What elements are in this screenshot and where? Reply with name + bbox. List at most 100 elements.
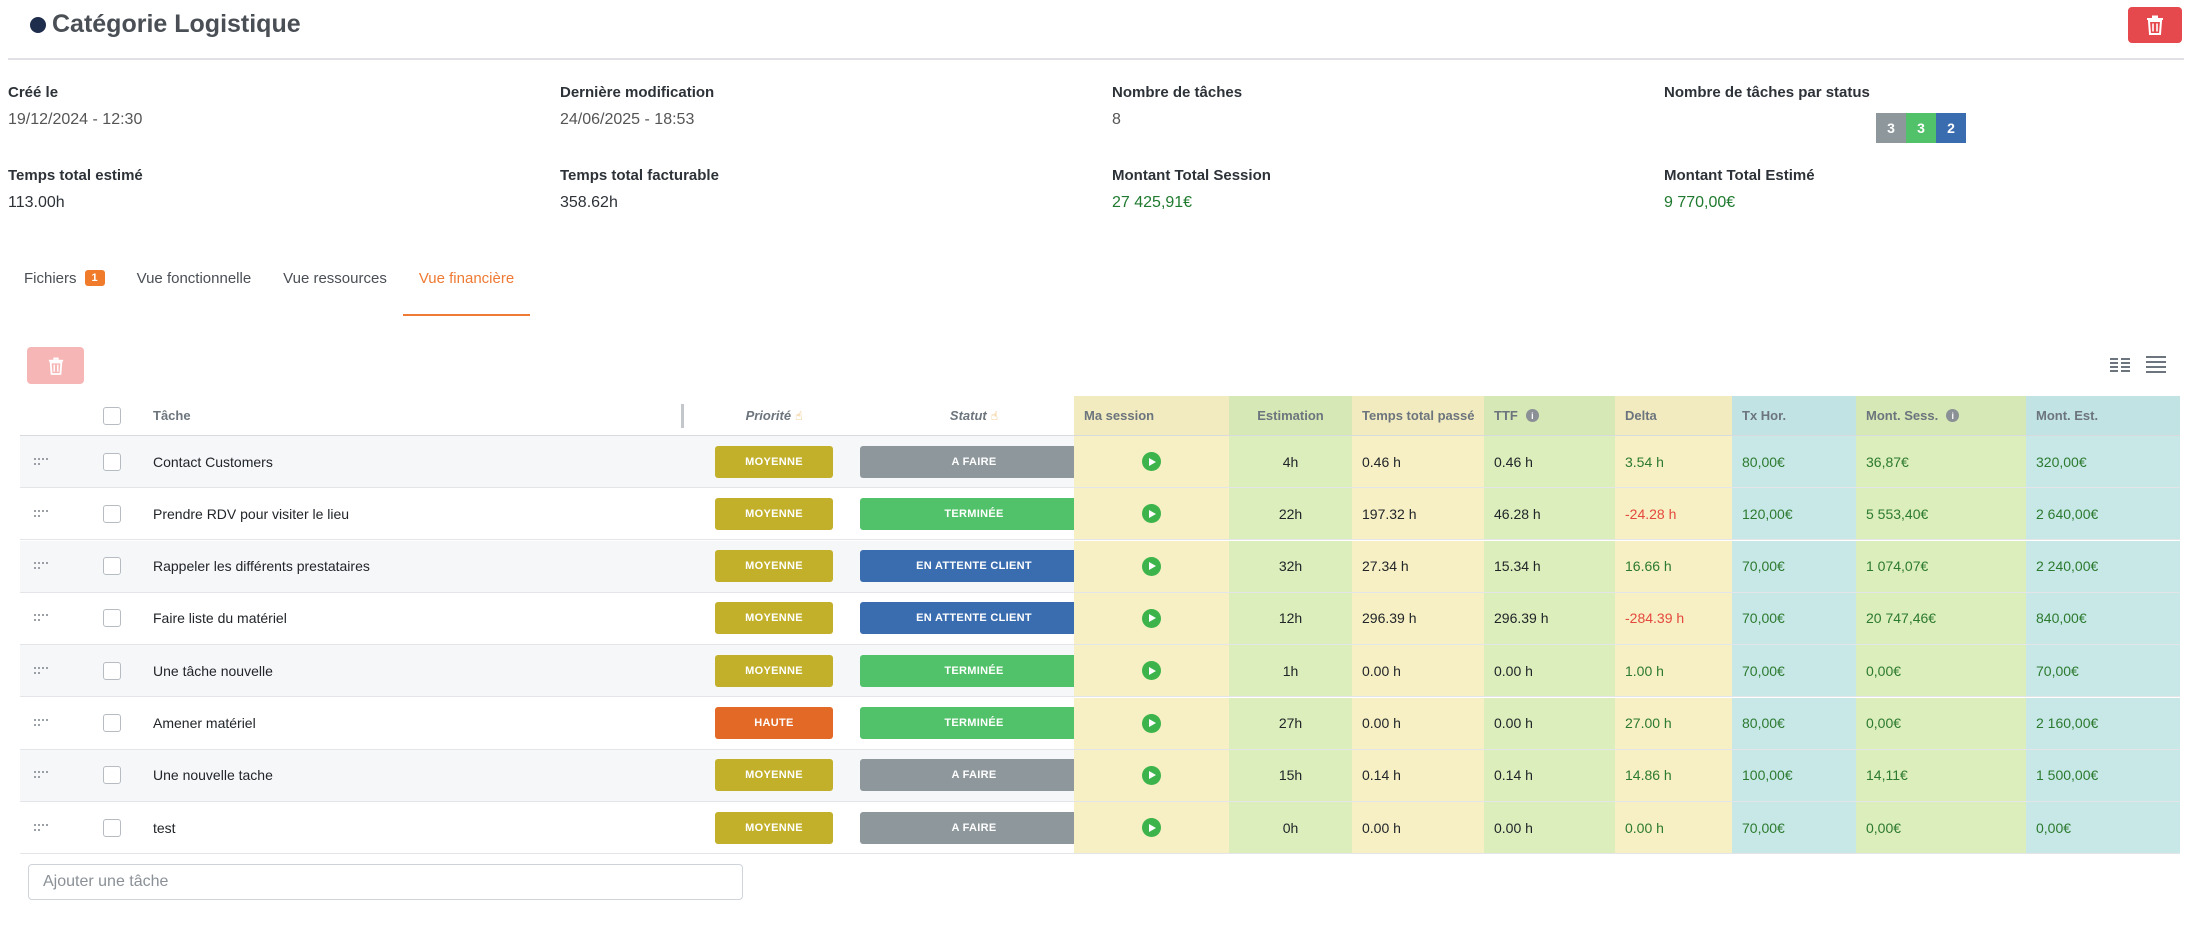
est-amount-cell: 2 640,00€	[2026, 488, 2180, 540]
col-header-total-time: Temps total passé	[1352, 396, 1484, 435]
status-badge[interactable]: A FAIRE	[860, 759, 1088, 792]
priority-badge[interactable]: MOYENNE	[715, 602, 833, 635]
priority-badge[interactable]: MOYENNE	[715, 497, 833, 530]
play-icon[interactable]	[1142, 765, 1161, 785]
status-badge[interactable]: TERMINÉE	[860, 654, 1088, 687]
priority-cell: MOYENNE	[694, 645, 854, 696]
tab-vue-financiere[interactable]: Vue financière	[402, 262, 531, 316]
column-resize-handle[interactable]	[681, 404, 684, 428]
priority-cell: MOYENNE	[694, 488, 854, 539]
info-icon[interactable]: i	[1946, 409, 1960, 422]
priority-badge[interactable]: MOYENNE	[715, 759, 833, 792]
table-row[interactable]: test MOYENNE A FAIRE 0h 0.00 h 0.00 h 0.00 h 70…	[20, 802, 2180, 855]
task-name[interactable]: Faire liste du matériel	[153, 610, 287, 627]
drag-handle-icon	[34, 771, 48, 779]
play-icon[interactable]	[1142, 818, 1161, 838]
session-amount-cell: 36,87€	[1856, 436, 2026, 487]
drag-handle-icon	[34, 666, 48, 675]
table-row[interactable]: Amener matériel HAUTE TERMINÉE 27h 0.00 h 0.0…	[20, 697, 2180, 750]
delete-category-button[interactable]	[2128, 7, 2182, 43]
priority-badge[interactable]: HAUTE	[715, 707, 833, 739]
est-total-value: 113.00h	[8, 194, 65, 211]
row-checkbox[interactable]	[103, 452, 121, 471]
row-checkbox[interactable]	[103, 818, 121, 837]
ttf-cell: 46.28 h	[1484, 488, 1615, 540]
status-count-chips: 3 3 2	[1876, 113, 1966, 143]
task-name[interactable]: test	[153, 819, 176, 836]
task-name[interactable]: Amener matériel	[153, 715, 256, 731]
est-total-block: Temps total estimé 113.00h	[8, 167, 548, 212]
col-header-task[interactable]: Tâche	[153, 408, 191, 423]
priority-badge[interactable]: MOYENNE	[715, 654, 833, 687]
drag-handle[interactable]	[20, 802, 62, 853]
tab-vue-fonctionnelle[interactable]: Vue fonctionnelle	[121, 262, 268, 316]
row-select-cell	[92, 802, 132, 853]
row-checkbox[interactable]	[103, 661, 121, 680]
drag-handle[interactable]	[20, 593, 62, 644]
play-icon[interactable]	[1142, 504, 1161, 524]
row-checkbox[interactable]	[103, 504, 121, 523]
row-select-cell	[92, 436, 132, 487]
est-amount-cell: 840,00€	[2026, 592, 2180, 644]
col-header-status[interactable]: Statut ☝	[854, 396, 1094, 435]
view-tabs: Fichiers 1 Vue fonctionnelle Vue ressour…	[8, 262, 531, 316]
ttf-cell: 0.00 h	[1484, 697, 1615, 749]
row-select-cell	[92, 645, 132, 696]
info-icon[interactable]: i	[1525, 409, 1539, 422]
drag-handle[interactable]	[20, 488, 62, 539]
tab-vue-ressources[interactable]: Vue ressources	[267, 262, 403, 316]
play-icon[interactable]	[1142, 608, 1161, 628]
table-row[interactable]: Une nouvelle tache MOYENNE A FAIRE 15h 0.14 …	[20, 749, 2180, 802]
estimation-cell: 0h	[1229, 802, 1352, 854]
drag-handle[interactable]	[20, 436, 62, 487]
drag-handle[interactable]	[20, 541, 62, 592]
row-checkbox[interactable]	[103, 714, 121, 732]
table-row[interactable]: Rappeler les différents prestataires MOYE…	[20, 540, 2180, 593]
task-name[interactable]: Prendre RDV pour visiter le lieu	[153, 505, 350, 522]
status-badge[interactable]: EN ATTENTE CLIENT	[860, 550, 1088, 583]
drag-handle[interactable]	[20, 698, 62, 749]
drag-handle[interactable]	[20, 645, 62, 696]
session-amount-cell: 20 747,46€	[1856, 592, 2026, 644]
play-icon[interactable]	[1142, 452, 1161, 471]
play-icon[interactable]	[1142, 556, 1161, 576]
task-name[interactable]: Une nouvelle tache	[153, 767, 273, 784]
table-row[interactable]: Prendre RDV pour visiter le lieu MOYENNE T…	[20, 488, 2180, 541]
tab-vue-financiere-label: Vue financière	[418, 270, 515, 287]
session-amount-cell: 14,11€	[1856, 749, 2026, 801]
col-header-priority[interactable]: Priorité ☝	[694, 396, 854, 435]
row-checkbox[interactable]	[103, 609, 121, 628]
bulk-delete-button[interactable]	[27, 347, 84, 384]
status-badge[interactable]: A FAIRE	[860, 811, 1088, 844]
table-row[interactable]: Faire liste du matériel MOYENNE EN ATTENTE…	[20, 592, 2180, 645]
row-checkbox[interactable]	[103, 766, 121, 785]
row-checkbox[interactable]	[103, 557, 121, 576]
drag-handle[interactable]	[20, 750, 62, 801]
drag-handle-icon	[34, 562, 48, 570]
delta-cell: 0.00 h	[1615, 802, 1732, 854]
list-view-button[interactable]	[2143, 352, 2169, 378]
priority-badge[interactable]: MOYENNE	[715, 550, 833, 583]
play-icon[interactable]	[1142, 713, 1161, 733]
table-row[interactable]: Une tâche nouvelle MOYENNE TERMINÉE 1h 0.00 …	[20, 645, 2180, 698]
estimation-cell: 22h	[1229, 488, 1352, 540]
task-name[interactable]: Rappeler les différents prestataires	[153, 558, 370, 575]
select-all-checkbox[interactable]	[103, 406, 121, 425]
status-badge[interactable]: TERMINÉE	[860, 707, 1088, 739]
status-badge[interactable]: EN ATTENTE CLIENT	[860, 602, 1088, 635]
tab-fichiers[interactable]: Fichiers 1	[8, 262, 121, 316]
priority-badge[interactable]: MOYENNE	[715, 445, 833, 478]
priority-badge[interactable]: MOYENNE	[715, 811, 833, 844]
task-name[interactable]: Une tâche nouvelle	[153, 662, 273, 679]
files-count-badge: 1	[84, 270, 105, 286]
compact-view-button[interactable]	[2107, 352, 2133, 378]
task-name[interactable]: Contact Customers	[153, 453, 273, 470]
play-icon[interactable]	[1142, 661, 1161, 681]
billable-total-label: Temps total facturable	[560, 167, 719, 184]
status-badge[interactable]: A FAIRE	[860, 445, 1088, 478]
delta-cell: -284.39 h	[1615, 592, 1732, 644]
status-badge[interactable]: TERMINÉE	[860, 497, 1088, 530]
add-task-input[interactable]	[28, 864, 743, 900]
status-count-attente: 2	[1936, 113, 1966, 143]
